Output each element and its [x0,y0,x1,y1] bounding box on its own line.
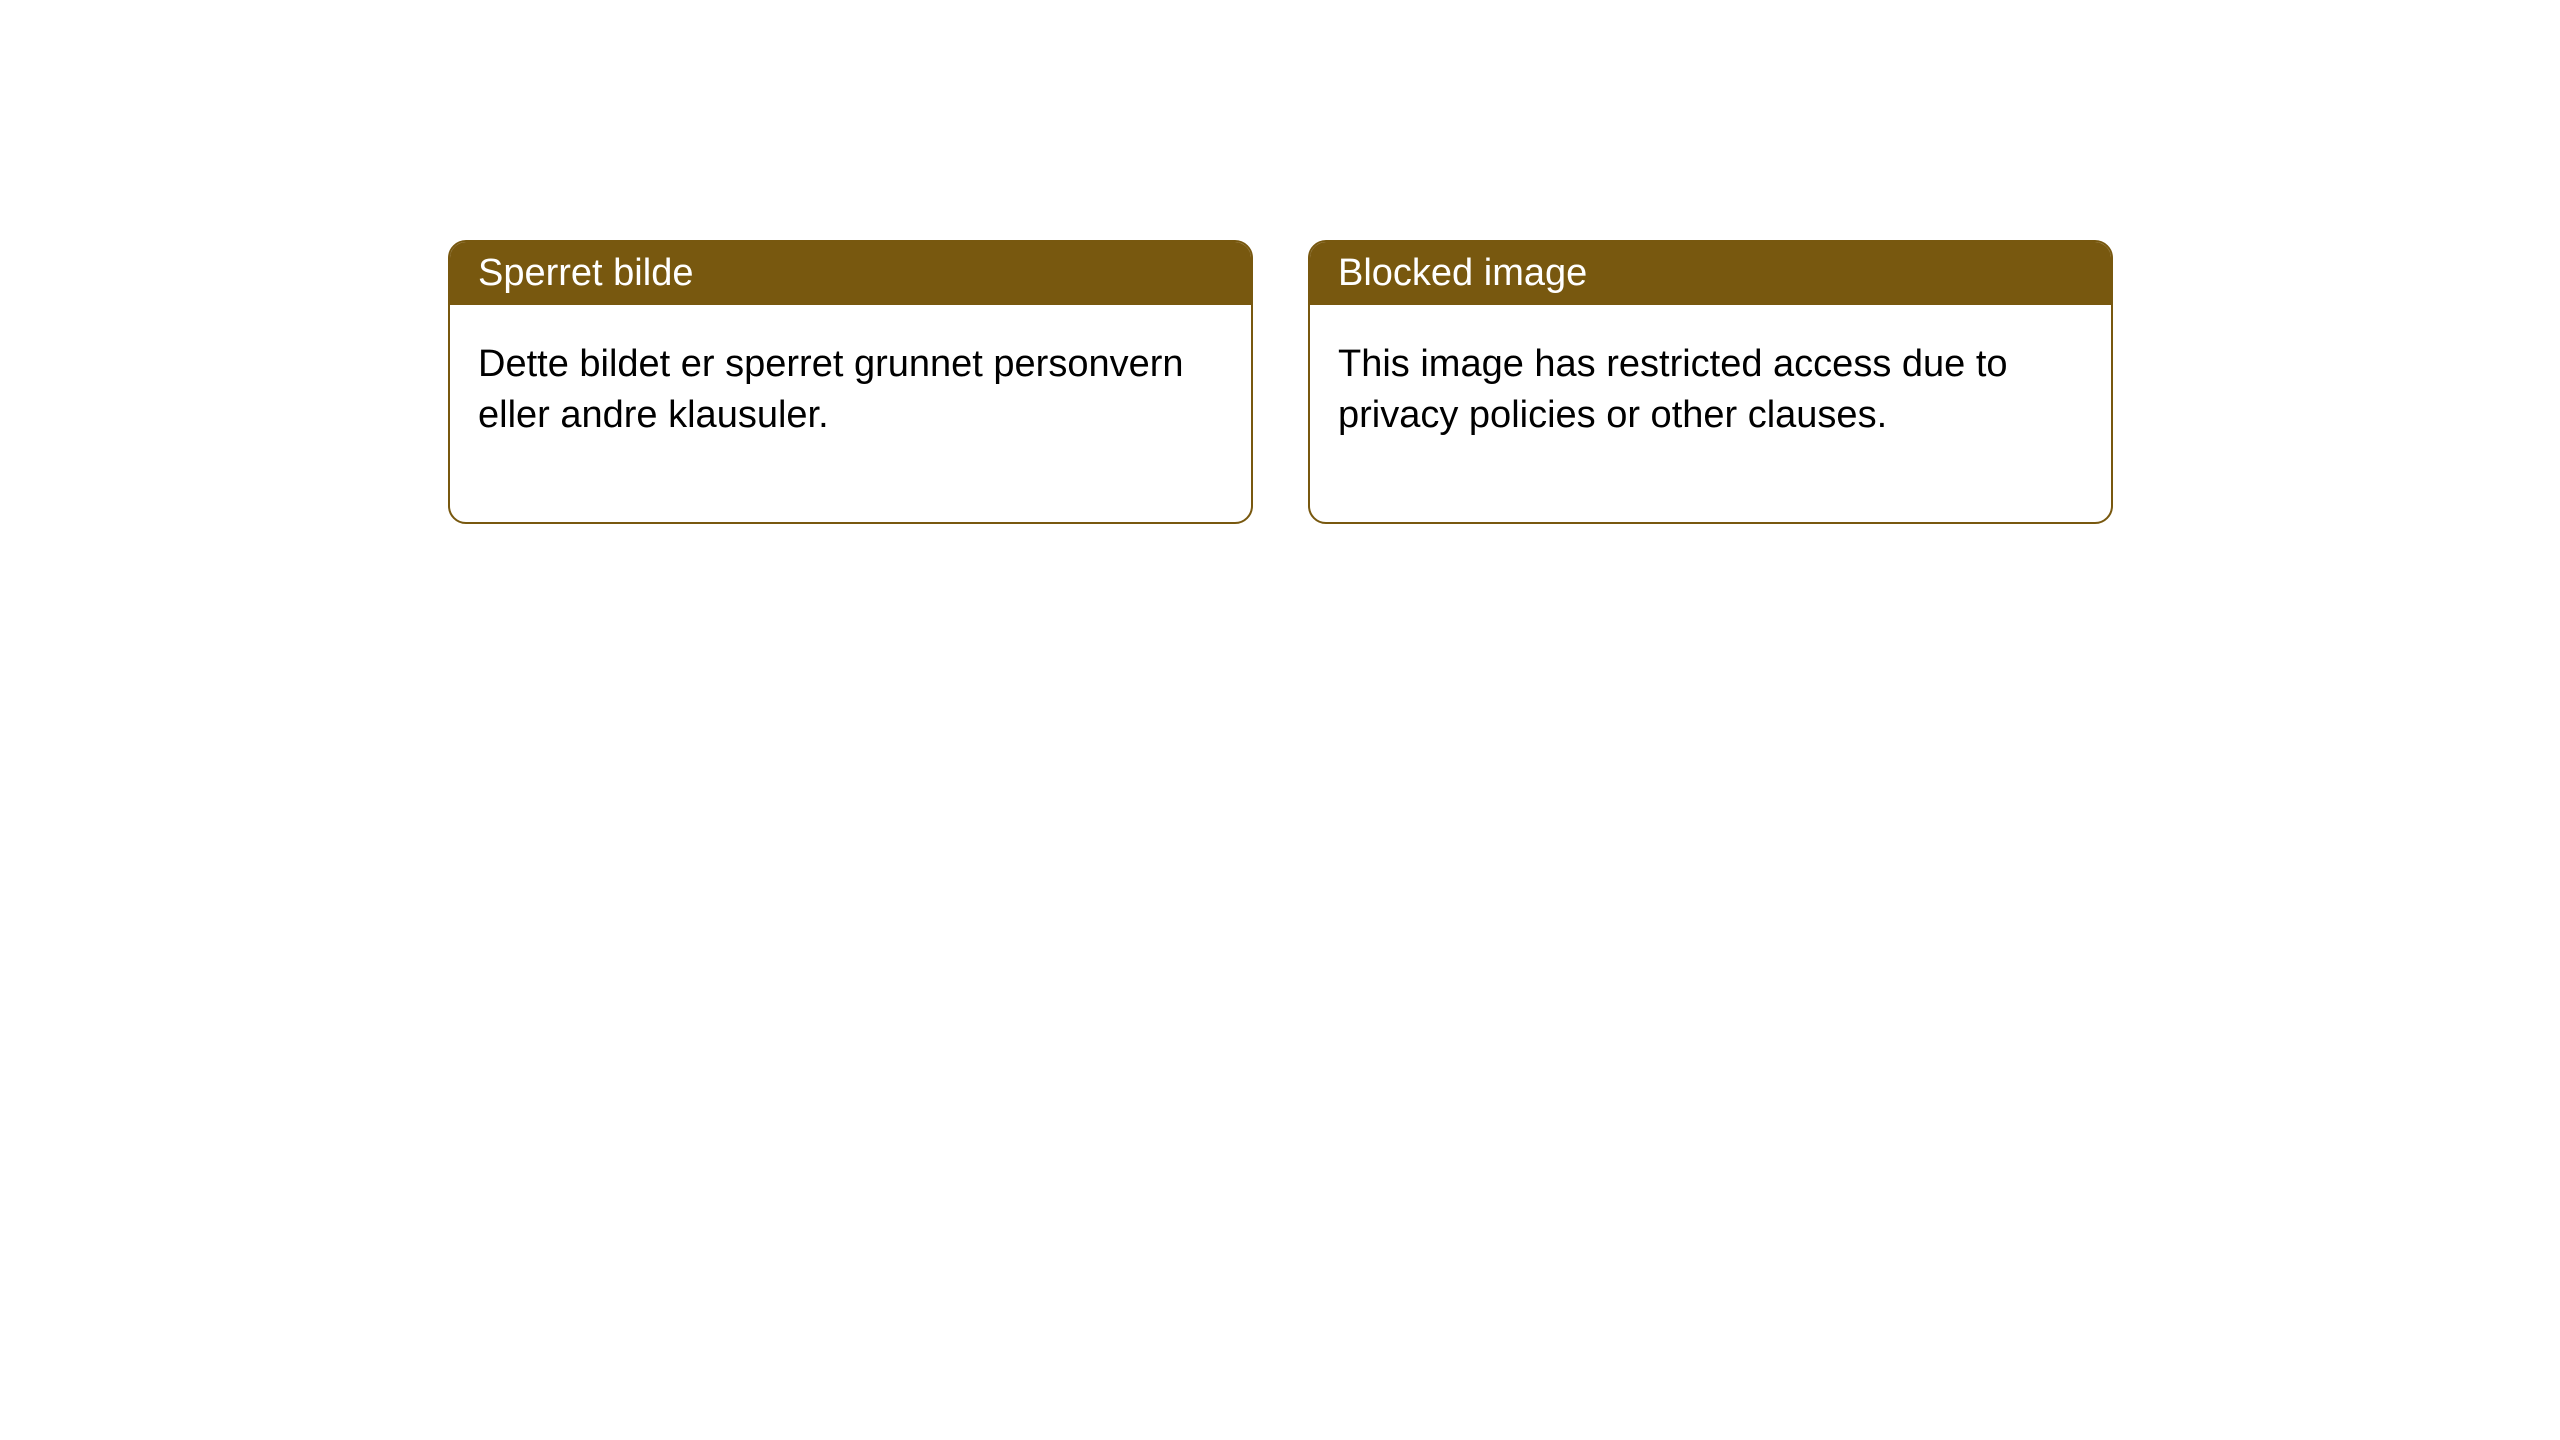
notice-body: This image has restricted access due to … [1310,305,2111,522]
notice-text: This image has restricted access due to … [1338,343,2008,436]
notice-text: Dette bildet er sperret grunnet personve… [478,343,1184,436]
notice-card-norwegian: Sperret bilde Dette bildet er sperret gr… [448,240,1253,524]
notice-header: Blocked image [1310,242,2111,305]
notice-header: Sperret bilde [450,242,1251,305]
notice-cards-container: Sperret bilde Dette bildet er sperret gr… [448,240,2113,524]
notice-title: Blocked image [1338,252,1587,294]
notice-body: Dette bildet er sperret grunnet personve… [450,305,1251,522]
notice-title: Sperret bilde [478,252,693,294]
notice-card-english: Blocked image This image has restricted … [1308,240,2113,524]
